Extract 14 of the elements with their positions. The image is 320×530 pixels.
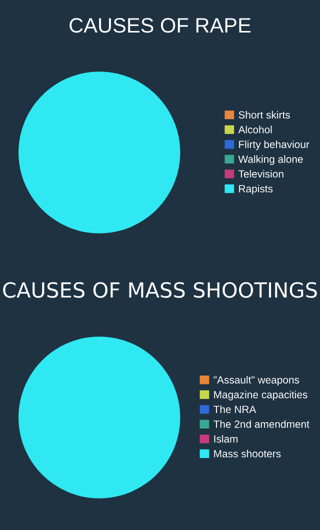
chart-title: CAUSES OF MASS SHOOTINGS xyxy=(3,282,317,298)
legend-label: Short skirts xyxy=(238,110,290,119)
legend-label: Rapists xyxy=(239,184,273,194)
legend-label: Mass shooters xyxy=(214,450,281,458)
legend-label: Alcohol xyxy=(238,126,272,134)
chart-title: CAUSES OF RAPE xyxy=(70,18,251,33)
legend-label: "Assault" weapons xyxy=(214,376,300,386)
legend-label: Television xyxy=(238,170,284,178)
legend-label: Flirty behaviour xyxy=(239,140,310,150)
legend-label: Islam xyxy=(214,434,238,443)
legend-label: Magazine capacities xyxy=(214,390,308,400)
legend-label: The NRA xyxy=(214,405,256,414)
legend-label: Walking alone xyxy=(238,155,303,165)
legend-label: The 2nd amendment xyxy=(214,420,310,428)
